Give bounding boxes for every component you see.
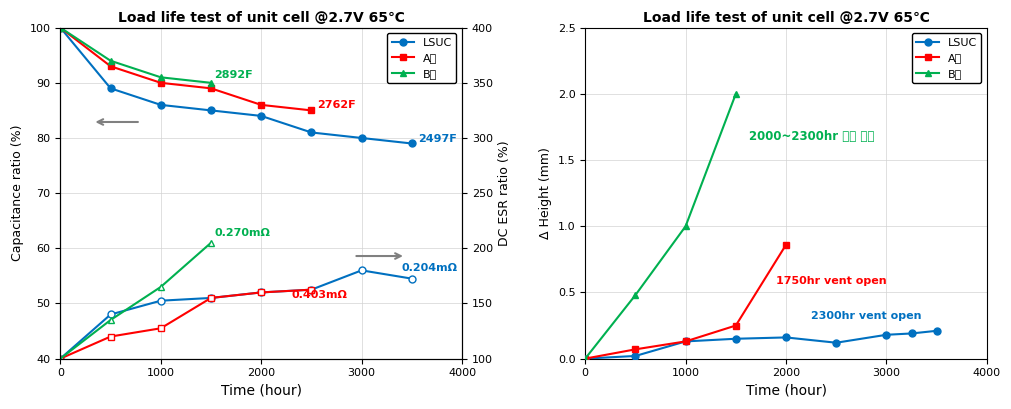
- Y-axis label: Capacitance ratio (%): Capacitance ratio (%): [11, 125, 24, 261]
- Text: 2000~2300hr 방정 예상: 2000~2300hr 방정 예상: [748, 130, 874, 143]
- Text: 1750hr vent open: 1750hr vent open: [775, 276, 886, 286]
- Text: 0.270mΩ: 0.270mΩ: [213, 228, 270, 238]
- Y-axis label: DC ESR ratio (%): DC ESR ratio (%): [497, 140, 511, 246]
- X-axis label: Time (hour): Time (hour): [745, 384, 826, 398]
- Text: 2762F: 2762F: [317, 100, 356, 110]
- Text: 2497F: 2497F: [418, 134, 456, 144]
- X-axis label: Time (hour): Time (hour): [220, 384, 301, 398]
- Y-axis label: Δ Height (mm): Δ Height (mm): [539, 147, 552, 239]
- Text: 2892F: 2892F: [213, 70, 253, 81]
- Legend: LSUC, A사, B사: LSUC, A사, B사: [387, 33, 456, 83]
- Title: Load life test of unit cell @2.7V 65℃: Load life test of unit cell @2.7V 65℃: [117, 11, 404, 25]
- Title: Load life test of unit cell @2.7V 65℃: Load life test of unit cell @2.7V 65℃: [642, 11, 928, 25]
- Text: 0.403mΩ: 0.403mΩ: [291, 290, 347, 300]
- Text: 0.204mΩ: 0.204mΩ: [401, 263, 457, 274]
- Legend: LSUC, A사, B사: LSUC, A사, B사: [911, 33, 981, 83]
- Text: 2300hr vent open: 2300hr vent open: [811, 311, 921, 321]
